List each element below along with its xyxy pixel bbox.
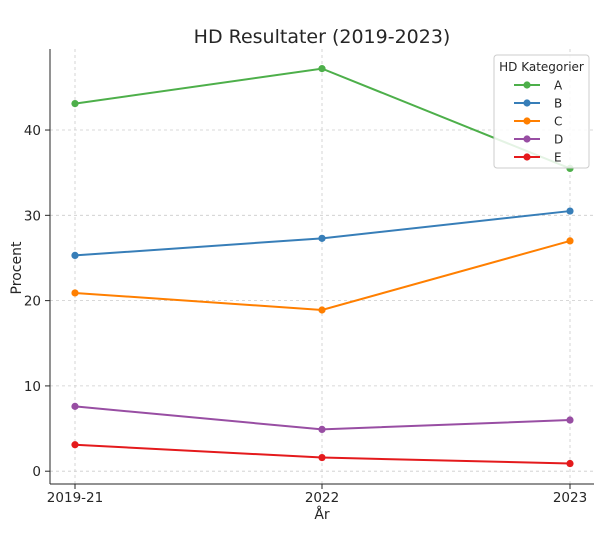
legend-item-d: D — [514, 133, 563, 147]
x-axis-label: År — [314, 506, 330, 523]
data-point — [71, 99, 79, 108]
y-ticks: 0 10 20 30 40 — [24, 123, 50, 480]
data-point — [566, 237, 574, 245]
legend-label: E — [554, 151, 562, 165]
data-point — [318, 425, 326, 434]
legend-label: D — [554, 133, 563, 147]
legend-marker — [523, 117, 531, 125]
legend-item-c: C — [514, 115, 562, 129]
data-point — [318, 453, 326, 462]
series-group — [71, 65, 574, 468]
legend-marker — [523, 135, 531, 143]
data-point — [71, 441, 79, 449]
data-point — [566, 459, 574, 468]
legend-title: HD Kategorier — [499, 60, 584, 74]
series-c — [71, 237, 574, 314]
y-tick-label: 30 — [24, 208, 41, 224]
x-ticks: 2019-21 2022 2023 — [47, 484, 587, 506]
legend-item-a: A — [514, 79, 563, 93]
legend-marker — [523, 153, 531, 161]
series-e — [71, 441, 574, 468]
y-tick-label: 40 — [24, 123, 41, 139]
x-tick-label: 2019-21 — [47, 490, 103, 506]
series-d — [71, 402, 574, 434]
legend-label: B — [554, 97, 562, 111]
series-line — [74, 210, 571, 257]
y-tick-label: 10 — [24, 379, 41, 395]
y-tick-label: 20 — [24, 294, 41, 310]
series-b — [71, 207, 574, 260]
data-point — [71, 289, 79, 297]
x-tick-label: 2022 — [305, 490, 339, 506]
data-point — [318, 234, 326, 242]
data-point — [318, 306, 326, 314]
legend-marker — [523, 81, 531, 89]
legend-label: C — [554, 115, 562, 129]
legend-label: A — [554, 79, 563, 93]
data-point — [566, 416, 574, 424]
legend-item-b: B — [514, 97, 562, 111]
y-tick-label: 0 — [32, 464, 41, 480]
x-tick-label: 2023 — [553, 490, 587, 506]
legend-marker — [523, 99, 531, 107]
data-point — [71, 402, 79, 410]
legend-item-e: E — [514, 151, 562, 165]
y-axis-label: Procent — [9, 241, 25, 294]
data-point — [71, 251, 79, 260]
data-point — [566, 207, 574, 215]
data-point — [318, 65, 326, 73]
chart-title: HD Resultater (2019-2023) — [194, 26, 451, 48]
